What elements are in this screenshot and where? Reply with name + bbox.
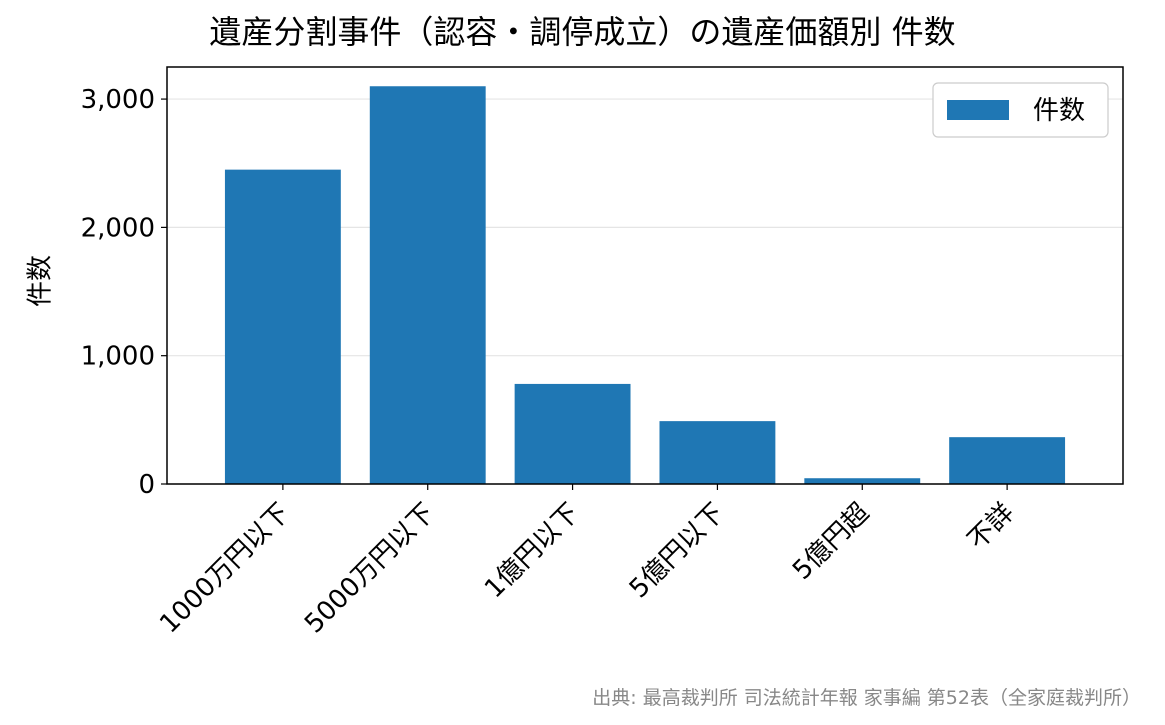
x-tick-label: 不詳 xyxy=(962,498,1020,556)
x-tick-label: 5000万円以下 xyxy=(299,498,441,640)
legend-box xyxy=(932,82,1109,138)
bars xyxy=(224,86,1066,484)
x-tick-label: 5億円以下 xyxy=(624,498,730,604)
bar xyxy=(949,437,1066,484)
x-ticks: 1000万円以下 5000万円以下 1億円以下 5億円以下 5億円超 不詳 xyxy=(154,484,1020,639)
x-tick-label: 1000万円以下 xyxy=(154,498,296,640)
y-tick-label: 3,000 xyxy=(81,85,155,115)
y-tick-label: 2,000 xyxy=(81,213,155,243)
legend: 件数 xyxy=(932,82,1109,138)
plot-frame xyxy=(166,66,1124,485)
bar xyxy=(514,383,631,484)
bar xyxy=(659,421,776,484)
y-ticks: 0 1,000 2,000 3,000 xyxy=(81,85,167,500)
legend-label: 件数 xyxy=(1033,96,1085,126)
bar xyxy=(369,86,486,484)
y-tick-label: 0 xyxy=(138,470,155,500)
chart-title: 遺産分割事件（認容・調停成立）の遺産価額別 件数 xyxy=(209,13,956,51)
bar xyxy=(224,169,341,484)
x-tick-label: 1億円以下 xyxy=(479,498,585,604)
source-note: 出典: 最高裁判所 司法統計年報 家事編 第52表（全家庭裁判所） xyxy=(592,687,1141,709)
y-tick-label: 1,000 xyxy=(81,342,155,372)
legend-swatch xyxy=(947,100,1009,120)
bar xyxy=(804,478,921,484)
x-tick-label: 5億円超 xyxy=(787,498,875,586)
